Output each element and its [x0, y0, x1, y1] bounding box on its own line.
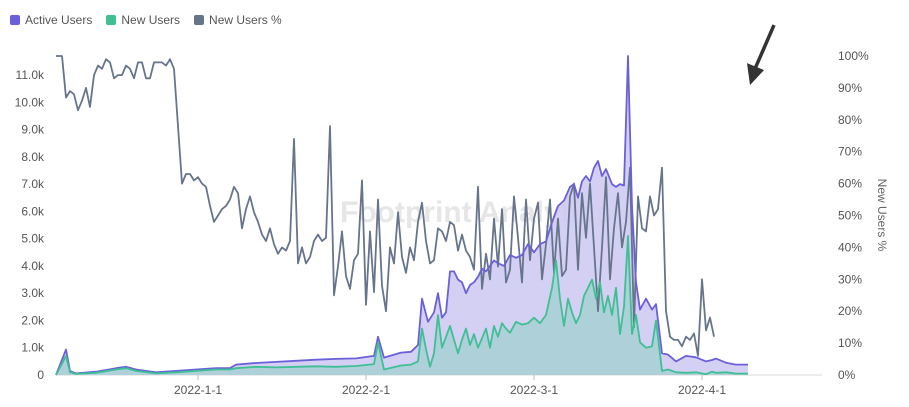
x-tick-label: 2022-1-1 — [174, 383, 222, 397]
annotation-arrow-head — [747, 63, 764, 86]
y-left-tick-label: 10.0k — [15, 95, 45, 109]
legend-label-new-users: New Users — [121, 13, 181, 27]
y-left-tick-label: 4.0k — [21, 259, 45, 273]
new-users-line — [55, 235, 748, 376]
legend-label-active-users: Active Users — [25, 13, 93, 27]
active-users-area — [56, 56, 748, 375]
y-left-tick-label: 7.0k — [21, 177, 45, 191]
y-right-tick-label: 20% — [838, 304, 862, 318]
y-left-tick-label: 11.0k — [16, 68, 45, 82]
legend-item-new-users-pct[interactable]: New Users % — [194, 13, 282, 27]
y-right-axis-title: New Users % — [875, 179, 889, 252]
new-users-pct-line — [56, 55, 715, 357]
x-tick-label: 2022-2-1 — [342, 383, 390, 397]
y-left-tick-label: 9.0k — [21, 123, 45, 137]
x-tick-label: 2022-3-1 — [510, 383, 558, 397]
y-right-tick-label: 40% — [838, 240, 862, 254]
legend-item-active-users[interactable]: Active Users — [10, 13, 92, 27]
y-right-tick-label: 70% — [838, 145, 862, 159]
y-left-tick-label: 6.0k — [21, 204, 45, 218]
x-tick-label: 2022-4-1 — [678, 383, 726, 397]
y-left-tick-label: 2.0k — [21, 313, 45, 327]
y-left-tick-label: 3.0k — [21, 286, 45, 300]
chart-legend: Active Users New Users New Users % — [10, 13, 282, 27]
annotation-arrow-shaft — [752, 24, 776, 72]
legend-swatch-active-users — [10, 15, 20, 25]
y-right-tick-label: 0% — [838, 368, 856, 382]
y-right-tick-label: 60% — [838, 177, 862, 191]
y-right-tick-label: 80% — [838, 113, 862, 127]
y-left-tick-label: 0 — [37, 368, 44, 382]
legend-label-new-users-pct: New Users % — [209, 13, 282, 27]
y-right-tick-label: 100% — [838, 49, 869, 63]
y-right-tick-label: 10% — [838, 336, 862, 350]
y-left-tick-label: 1.0k — [21, 341, 45, 355]
legend-swatch-new-users — [106, 15, 117, 25]
legend-item-new-users[interactable]: New Users — [106, 13, 180, 27]
y-right-tick-label: 50% — [838, 209, 862, 223]
y-right-tick-label: 90% — [838, 81, 862, 95]
legend-swatch-new-users-pct — [194, 15, 205, 25]
new-users-area — [56, 235, 748, 375]
active-users-line — [55, 55, 748, 376]
y-left-tick-label: 8.0k — [21, 150, 45, 164]
y-left-tick-label: 5.0k — [21, 232, 45, 246]
y-right-tick-label: 30% — [838, 272, 862, 286]
